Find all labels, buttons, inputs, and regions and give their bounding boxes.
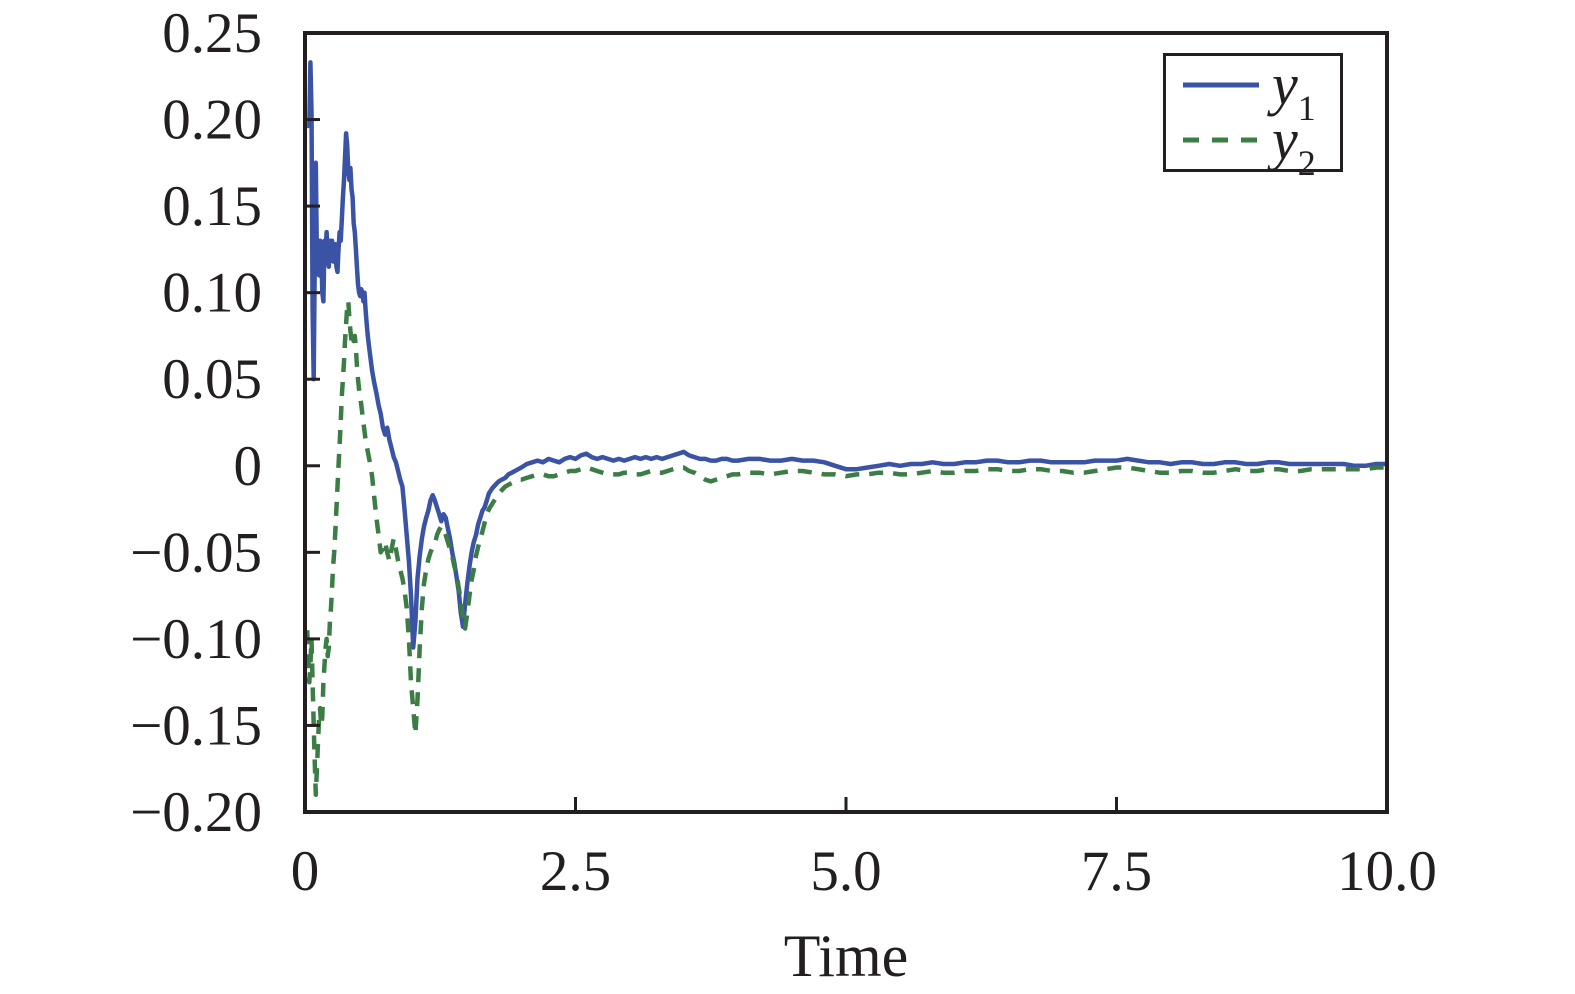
legend: y1 y2 xyxy=(1163,53,1343,181)
y-tick-label: −0.10 xyxy=(130,608,262,671)
plot-border xyxy=(303,31,1389,814)
y-tick-label: −0.05 xyxy=(130,521,262,584)
y-tick-label: 0.10 xyxy=(162,262,262,325)
x-tick-label: 5.0 xyxy=(810,840,881,903)
legend-label-y2-base: y xyxy=(1272,106,1298,172)
x-axis-title: Time xyxy=(783,923,909,989)
x-tick-label: 2.5 xyxy=(540,840,611,903)
y-tick-label: 0.20 xyxy=(162,89,262,152)
legend-line-sample-y1 xyxy=(1183,82,1259,88)
legend-label-y2: y2 xyxy=(1272,110,1316,181)
legend-label-y1: y1 xyxy=(1272,56,1316,127)
legend-label-y1-base: y xyxy=(1272,52,1298,118)
x-tick-label: 10.0 xyxy=(1337,840,1437,903)
y-tick-label: 0.25 xyxy=(162,2,262,65)
legend-entry-y2: y2 xyxy=(1183,110,1340,181)
y-tick-label: −0.15 xyxy=(130,694,262,757)
legend-label-y2-sub: 2 xyxy=(1297,142,1316,183)
y-tick-label: −0.20 xyxy=(130,781,262,844)
series-y2-line xyxy=(304,299,1387,797)
x-tick-label: 0 xyxy=(291,840,320,903)
legend-entry-y1: y1 xyxy=(1183,56,1340,126)
legend-line-sample-y2 xyxy=(1183,137,1259,143)
series-y1-line xyxy=(307,60,1387,650)
y-tick-label: 0.05 xyxy=(162,348,262,411)
y-tick-label: 0.15 xyxy=(162,175,262,238)
y-tick-label: 0 xyxy=(234,435,263,498)
x-tick-label: 7.5 xyxy=(1081,840,1152,903)
legend-label-y1-sub: 1 xyxy=(1297,88,1316,129)
